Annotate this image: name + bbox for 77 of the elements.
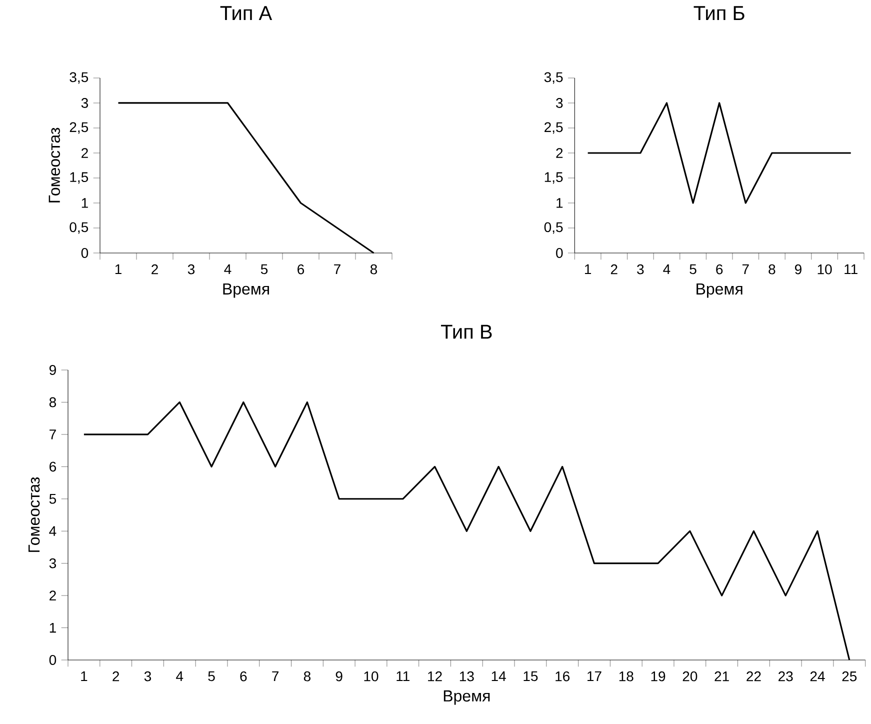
x-tick-label: 2 [610, 264, 618, 274]
y-tick-label: 5 [49, 494, 56, 504]
x-tick-label: 22 [746, 671, 761, 682]
x-tick-label: 12 [428, 671, 442, 682]
y-tick-label: 2,5 [544, 122, 563, 134]
y-tick-label: 1 [556, 198, 563, 208]
x-tick-label: 8 [768, 264, 776, 274]
x-tick-label: 25 [842, 671, 857, 682]
x-tick-label: 4 [663, 264, 670, 274]
y-tick-label: 2 [82, 148, 88, 158]
y-tick-label: 0,5 [70, 222, 88, 234]
y-tick-label: 0 [556, 248, 563, 258]
y-tick-label: 1,5 [544, 172, 563, 184]
y-tick-label: 9 [49, 365, 56, 375]
x-tick-label: 6 [716, 264, 723, 274]
y-tick-label: 6 [50, 462, 56, 472]
y-tick-label: 3 [556, 98, 563, 108]
x-tick-label: 7 [742, 264, 749, 274]
y-tick-label: 3 [49, 558, 56, 568]
x-axis-title: Время [696, 283, 742, 298]
y-tick-label: 2,5 [70, 122, 88, 134]
y-tick-label: 3 [81, 98, 88, 108]
y-tick-label: 4 [49, 526, 56, 536]
x-tick-label: 7 [334, 264, 340, 274]
y-tick-label: 3,5 [70, 72, 88, 84]
y-tick-label: 2 [556, 148, 563, 158]
y-axis-title: Гомеостаз [48, 128, 60, 202]
x-tick-label: 13 [460, 671, 474, 682]
x-axis-title: Время [444, 690, 490, 705]
x-tick-label: 2 [112, 671, 120, 682]
x-tick-label: 10 [818, 264, 832, 274]
x-tick-label: 4 [224, 264, 232, 274]
x-tick-label: 11 [844, 264, 858, 274]
x-tick-label: 17 [588, 671, 602, 681]
x-tick-label: 7 [272, 671, 278, 681]
x-tick-label: 24 [810, 671, 825, 682]
x-tick-label: 19 [651, 671, 666, 682]
x-tick-label: 20 [682, 671, 698, 682]
y-tick-label: 8 [49, 397, 56, 408]
y-tick-label: 1 [82, 198, 88, 208]
x-tick-label: 21 [714, 671, 729, 682]
x-tick-label: 1 [584, 264, 592, 274]
x-tick-label: 9 [336, 671, 342, 682]
y-tick-label: 1 [50, 622, 56, 633]
y-tick-label: 2 [50, 590, 56, 600]
x-tick-label: 15 [524, 671, 538, 682]
x-tick-label: 8 [304, 671, 310, 682]
chart-title: Тип Б [694, 6, 744, 20]
y-axis-title: Гомеостаз [28, 477, 40, 552]
x-tick-label: 18 [619, 671, 634, 682]
x-tick-label: 3 [637, 264, 644, 274]
x-tick-label: 5 [260, 264, 268, 274]
x-tick-label: 10 [364, 671, 378, 682]
x-tick-label: 1 [115, 264, 122, 274]
chart-title: Тип В [440, 324, 492, 339]
x-tick-label: 11 [396, 671, 410, 681]
y-tick-label: 3,5 [544, 72, 563, 84]
x-tick-label: 14 [492, 671, 506, 681]
x-tick-label: 3 [188, 264, 195, 274]
y-tick-label: 7 [50, 430, 56, 440]
x-tick-label: 5 [690, 264, 696, 274]
x-tick-label: 3 [144, 671, 152, 682]
x-tick-label: 6 [240, 671, 247, 682]
y-tick-label: 0,5 [544, 222, 563, 234]
x-tick-label: 16 [556, 671, 570, 682]
chart-title: Тип А [220, 6, 272, 20]
x-tick-label: 6 [298, 264, 304, 274]
x-tick-label: 23 [778, 671, 793, 682]
y-tick-label: 0 [81, 248, 88, 258]
x-tick-label: 9 [795, 264, 802, 274]
y-tick-label: 1,5 [70, 172, 88, 184]
y-tick-label: 0 [49, 655, 56, 665]
x-tick-label: 2 [152, 264, 158, 274]
x-tick-label: 5 [208, 671, 215, 682]
x-axis-title: Время [223, 283, 269, 298]
x-tick-label: 4 [176, 671, 184, 681]
x-tick-label: 8 [370, 264, 378, 274]
